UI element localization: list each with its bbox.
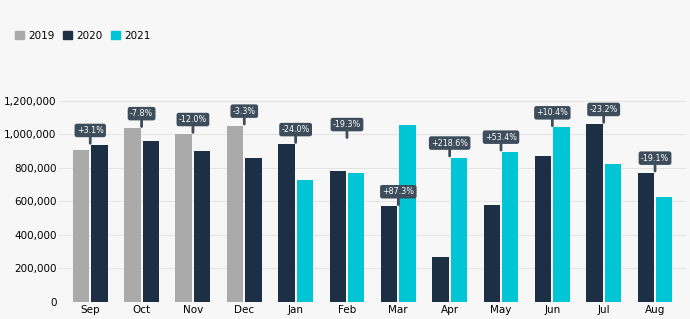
- Bar: [278, 144, 295, 302]
- Bar: [432, 257, 448, 302]
- Bar: [246, 159, 262, 302]
- Bar: [400, 125, 416, 302]
- Bar: [656, 197, 673, 302]
- Bar: [502, 152, 518, 302]
- Bar: [638, 173, 654, 302]
- Bar: [535, 156, 551, 302]
- Bar: [143, 141, 159, 302]
- Text: +53.4%: +53.4%: [485, 133, 517, 150]
- Bar: [194, 151, 210, 302]
- Text: +3.1%: +3.1%: [77, 126, 104, 143]
- Bar: [586, 124, 602, 302]
- Bar: [124, 128, 141, 302]
- Text: -12.0%: -12.0%: [179, 115, 207, 132]
- Bar: [297, 180, 313, 302]
- Bar: [175, 134, 192, 302]
- Bar: [381, 206, 397, 302]
- Text: -23.2%: -23.2%: [589, 105, 618, 122]
- Text: +10.4%: +10.4%: [536, 108, 569, 126]
- Bar: [604, 164, 621, 302]
- Legend: 2019, 2020, 2021: 2019, 2020, 2021: [14, 31, 151, 41]
- Bar: [91, 145, 108, 302]
- Text: -3.3%: -3.3%: [233, 107, 256, 124]
- Bar: [227, 126, 244, 302]
- Text: +218.6%: +218.6%: [431, 138, 468, 156]
- Bar: [348, 173, 364, 302]
- Bar: [553, 127, 570, 302]
- Bar: [330, 171, 346, 302]
- Text: -19.3%: -19.3%: [333, 120, 361, 137]
- Bar: [72, 150, 89, 302]
- Text: -24.0%: -24.0%: [282, 125, 310, 143]
- Text: -19.1%: -19.1%: [641, 154, 669, 171]
- Bar: [451, 158, 467, 302]
- Text: +87.3%: +87.3%: [382, 187, 414, 205]
- Text: -7.8%: -7.8%: [130, 109, 153, 127]
- Bar: [484, 205, 500, 302]
